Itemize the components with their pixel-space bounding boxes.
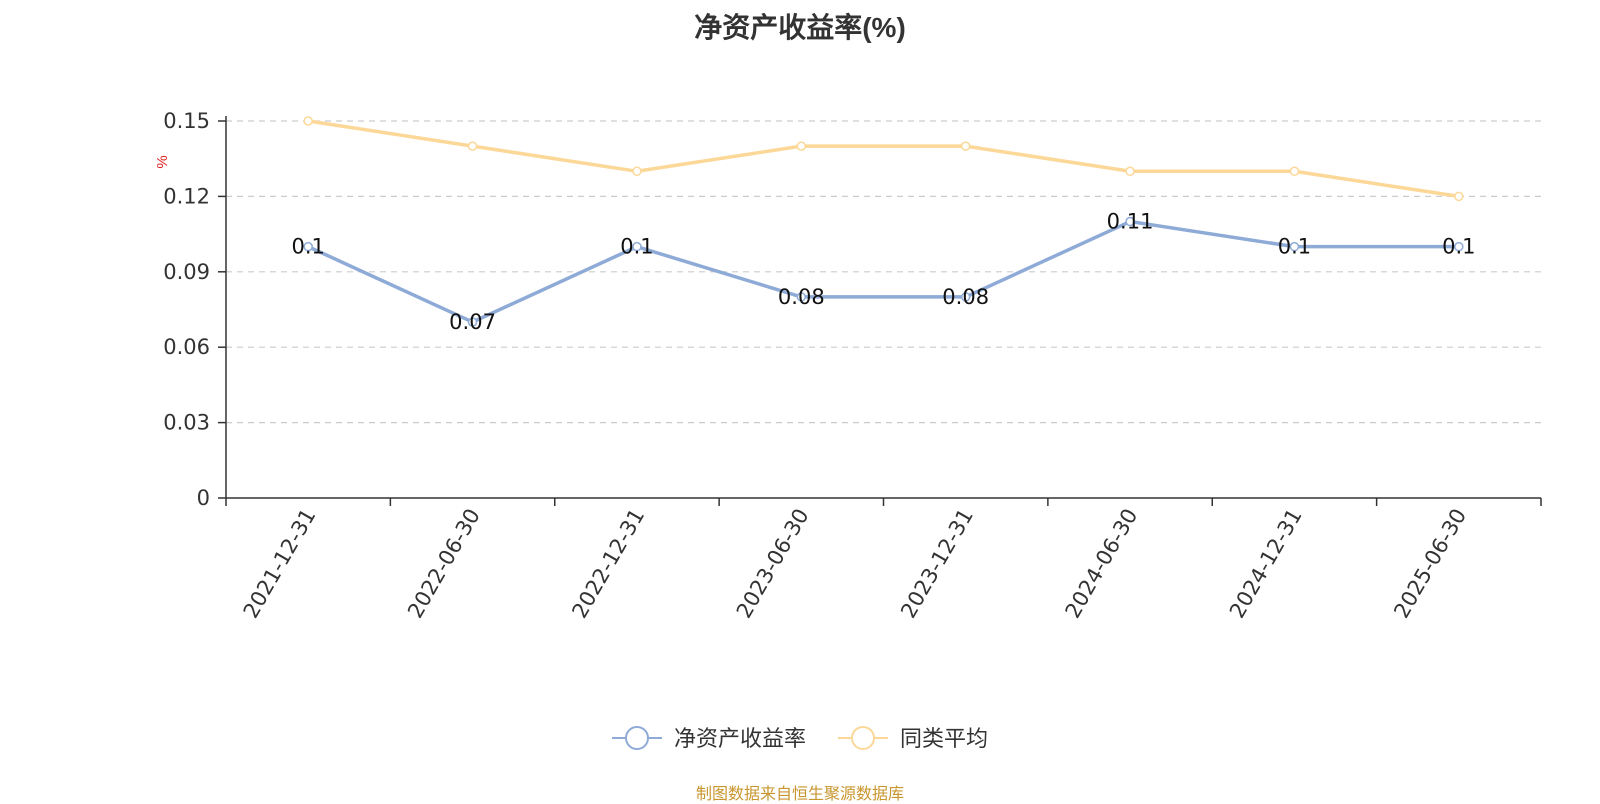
legend-item-0: 净资产收益率: [612, 726, 806, 752]
data-labels: 0.1 0.07 0.1 0.08 0.08 0.11 0.1 0.1: [291, 210, 1475, 335]
data-point: [1289, 166, 1300, 177]
axes: 0 0.03 0.06 0.09 0.12 0.15% 2021-12-31 2022-06-…: [154, 109, 1542, 623]
data-point: [303, 241, 313, 252]
data-point: [1125, 166, 1135, 177]
source-note: 制图数据来自恒生聚源数据库: [695, 786, 904, 803]
x-tick-label: 2024-12-31: [1225, 505, 1307, 623]
legend-label: 同类平均: [900, 727, 988, 752]
data-point: [467, 141, 478, 151]
data-point: [632, 241, 642, 252]
x-tick-label: 2023-12-31: [896, 505, 978, 623]
data-point: [467, 317, 478, 327]
legend-marker: [851, 726, 875, 750]
legend-label: 净资产收益率: [674, 727, 806, 752]
grid-lines: [226, 120, 1541, 424]
legend: 净资产收益率 同类平均: [612, 726, 988, 752]
y-tick-label: 0.15: [163, 109, 210, 133]
legend-marker: [625, 726, 649, 750]
data-point: [1125, 216, 1135, 227]
data-label: 0.1: [1278, 235, 1311, 259]
data-label: 0.08: [778, 285, 825, 309]
data-label: 0.07: [449, 310, 496, 334]
series-layer: [303, 116, 1464, 327]
series-line-0: [307, 219, 1459, 324]
data-label: 0.1: [620, 235, 653, 259]
data-label: 0.08: [942, 285, 989, 309]
legend-item-1: 同类平均: [838, 726, 988, 752]
x-tick-label: 2024-06-30: [1061, 505, 1143, 623]
data-point: [796, 292, 807, 302]
data-point: [632, 166, 642, 177]
y-tick-label: 0.03: [163, 411, 210, 435]
data-point: [1289, 241, 1300, 252]
x-tick-label: 2025-06-30: [1389, 505, 1471, 623]
x-tick-label: 2023-06-30: [732, 505, 814, 623]
x-tick-label: 2021-12-31: [239, 505, 321, 623]
data-label: 0.11: [1107, 210, 1154, 234]
y-tick-label: 0: [197, 486, 210, 510]
x-tick-label: 2022-12-31: [567, 505, 649, 623]
data-point: [796, 141, 807, 151]
series-line-1: [307, 119, 1460, 199]
x-tick-label: 2022-06-30: [403, 505, 485, 623]
data-point: [960, 292, 971, 302]
y-tick-label: 0.12: [163, 184, 210, 208]
y-tick-label: 0.09: [163, 260, 210, 284]
chart-title: 净资产收益率(%): [694, 12, 906, 43]
data-label: 0.1: [291, 235, 324, 259]
data-point: [303, 116, 313, 126]
y-axis-label: %: [154, 155, 171, 168]
data-label: 0.1: [1442, 235, 1475, 259]
y-tick-label: 0.06: [163, 335, 210, 359]
data-point: [1454, 241, 1464, 252]
data-point: [1454, 191, 1464, 202]
data-point: [960, 141, 971, 151]
